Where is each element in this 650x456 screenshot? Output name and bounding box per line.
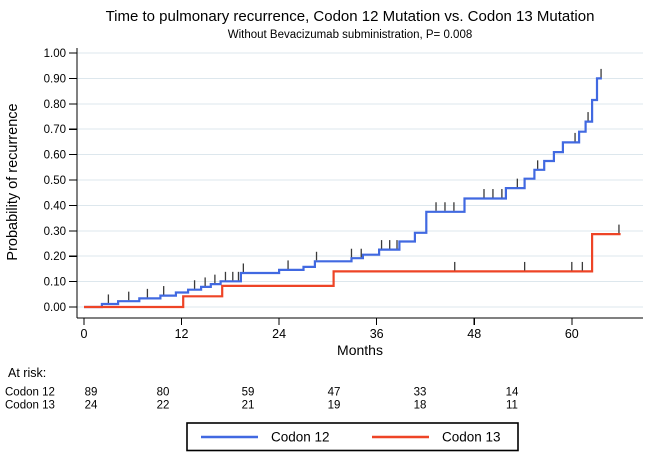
at-risk-count: 11 (506, 400, 518, 412)
at-risk-count: 14 (506, 387, 519, 399)
y-tick-label: 0.20 (44, 251, 66, 263)
curve-codon-12 (84, 77, 602, 309)
at-risk-count: 47 (328, 387, 341, 399)
x-tick-label: 60 (565, 327, 579, 341)
y-axis-title: Probability of recurrence (5, 103, 21, 260)
y-tick-label: 1.00 (44, 48, 66, 60)
chart-title: Time to pulmonary recurrence, Codon 12 M… (106, 8, 595, 25)
legend-label-codon-12: Codon 12 (271, 430, 330, 445)
chart-subtitle: Without Bevacizumab subministration, P= … (228, 29, 473, 41)
x-tick-label: 0 (81, 327, 88, 341)
y-tick-label: 0.70 (44, 124, 66, 136)
y-tick-label: 0.30 (44, 226, 66, 238)
at-risk-count: 18 (414, 400, 427, 412)
at-risk-count: 59 (242, 387, 255, 399)
y-tick-label: 0.90 (44, 73, 66, 85)
at-risk-row-label: Codon 12 (5, 387, 55, 399)
x-tick-label: 48 (467, 327, 481, 341)
y-tick-label: 0.50 (44, 175, 66, 187)
at-risk-count: 89 (85, 387, 98, 399)
y-tick-label: 0.80 (44, 99, 66, 111)
at-risk-count: 24 (85, 400, 98, 412)
at-risk-count: 33 (414, 387, 427, 399)
y-tick-label: 0.10 (44, 277, 66, 289)
at-risk-table: Codon 12 89 80 59 47 33 14 Codon 13 24 22 21 19 18 11 (5, 387, 519, 412)
y-tick-label: 0.40 (44, 200, 66, 212)
x-axis-title: Months (337, 342, 383, 358)
x-tick-label: 36 (370, 327, 384, 341)
y-tick-label: 0.60 (44, 150, 66, 162)
legend: Codon 12 Codon 13 (186, 422, 519, 452)
at-risk-row-label: Codon 13 (5, 400, 55, 412)
at-risk-count: 22 (157, 400, 170, 412)
at-risk-heading: At risk: (8, 366, 46, 380)
curve-codon-13 (84, 233, 621, 309)
y-tick-label: 0.00 (44, 302, 66, 314)
at-risk-count: 19 (328, 400, 341, 412)
at-risk-count: 80 (157, 387, 170, 399)
x-tick-label: 12 (175, 327, 189, 341)
plot-area: 0.00 0.10 0.20 0.30 0.40 0.50 0.60 0.70 0.80 0.90… (44, 48, 643, 341)
x-tick-label: 24 (272, 327, 286, 341)
at-risk-count: 21 (242, 400, 255, 412)
legend-label-codon-13: Codon 13 (442, 430, 501, 445)
